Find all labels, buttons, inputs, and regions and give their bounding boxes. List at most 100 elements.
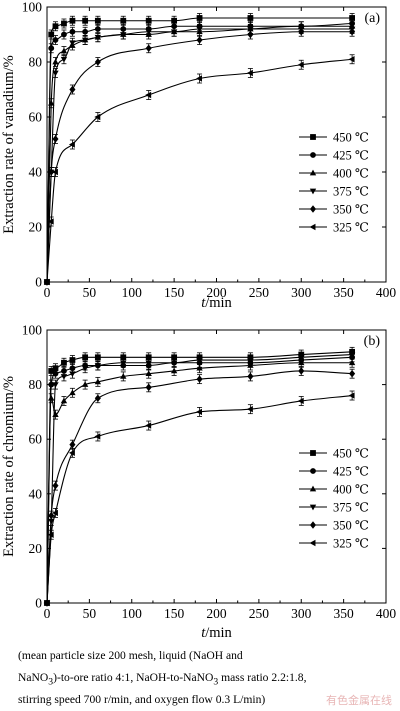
data-point (94, 378, 102, 385)
data-point (52, 70, 59, 77)
data-point (196, 364, 203, 371)
legend-marker (310, 450, 316, 456)
data-point (120, 360, 127, 367)
x-tick-label: 100 (122, 285, 143, 300)
y-tick-label: 40 (29, 486, 43, 501)
data-point (69, 85, 76, 94)
x-axis-title-unit: /min (205, 625, 232, 641)
x-tick-label: 350 (334, 285, 355, 300)
x-tick-label: 400 (376, 285, 397, 300)
caption-line-2: NaNO3)-to-ore ratio 4:1, NaOH-to-NaNO3 m… (18, 667, 392, 693)
data-point (68, 141, 75, 148)
data-point (43, 278, 50, 286)
legend-label: 375 ℃ (333, 501, 369, 515)
data-point (246, 69, 253, 77)
legend-label: 325 ℃ (333, 537, 369, 551)
data-point (48, 368, 55, 374)
x-tick-label: 100 (122, 606, 143, 621)
x-axis-title: t/min (201, 295, 232, 311)
legend-label: 425 ℃ (333, 465, 369, 479)
data-point (120, 354, 127, 361)
data-point (247, 357, 254, 364)
data-point (60, 374, 68, 380)
data-point (171, 354, 178, 361)
data-point (247, 26, 254, 33)
data-point (61, 31, 67, 38)
legend-marker (309, 485, 317, 492)
x-tick-label: 250 (249, 606, 270, 621)
series-line (46, 356, 353, 604)
y-tick-label: 0 (35, 596, 42, 611)
y-tick-label: 60 (29, 110, 43, 125)
y-tick-label: 40 (29, 165, 43, 180)
series-line (46, 394, 353, 604)
data-point (145, 91, 152, 99)
data-point (196, 15, 203, 21)
data-point (94, 363, 102, 369)
data-point (48, 394, 55, 401)
data-point (298, 27, 305, 36)
data-point (69, 440, 76, 449)
data-point (81, 365, 89, 372)
x-tick-label: 350 (334, 606, 355, 621)
legend-marker (309, 169, 317, 176)
legend-marker (310, 134, 316, 140)
x-tick-label: 150 (164, 606, 185, 621)
data-point (170, 360, 178, 367)
data-point (348, 56, 355, 63)
x-axis-title-italic: t (201, 295, 206, 311)
data-point (120, 373, 127, 379)
legend-marker (309, 539, 316, 547)
caption-subscript: 3 (213, 676, 219, 688)
data-point (349, 369, 356, 378)
data-point (120, 32, 127, 38)
data-point (68, 449, 75, 457)
data-point (145, 383, 152, 392)
legend-label: 400 ℃ (333, 167, 369, 181)
plot-frame (46, 6, 387, 283)
chart-panel-b: 0 50 100 150 200 250 300 350 400 0 20 40 60 80 100 Extr… (1, 323, 396, 642)
chart-panel-a: 0 50 100 150 200 250 300 350 400 0 20 40 60 80 100 Extr… (1, 0, 396, 311)
y-tick-label: 20 (29, 220, 43, 235)
legend-label: 450 ℃ (333, 447, 369, 461)
x-tick-label: 50 (83, 606, 97, 621)
legend-marker (309, 521, 317, 529)
data-point (52, 135, 59, 143)
y-tick-label: 100 (22, 0, 43, 15)
data-point (82, 354, 89, 361)
x-tick-label: 400 (376, 606, 397, 621)
data-point (94, 113, 101, 121)
data-point (196, 357, 203, 364)
caption-line-1: (mean particle size 200 mesh, liquid (Na… (18, 649, 243, 662)
legend-marker (310, 468, 316, 474)
data-point (43, 599, 50, 607)
data-point (247, 362, 254, 368)
legend-label: 350 ℃ (333, 203, 369, 217)
data-point (120, 26, 127, 32)
x-tick-label: 150 (164, 285, 185, 300)
y-tick-label: 20 (29, 541, 43, 556)
series-line (46, 351, 353, 604)
data-point (48, 168, 55, 176)
y-axis-title: Extraction rate of vanadium/% (1, 55, 17, 233)
data-point (196, 36, 203, 44)
data-point (61, 368, 67, 374)
legend-marker (309, 188, 317, 195)
x-axis-title-italic: t (201, 625, 206, 641)
y-axis-title: Extraction rate of chromium/% (1, 376, 17, 557)
data-point (120, 17, 127, 24)
legend-label: 400 ℃ (333, 483, 369, 497)
caption-part: NaNO (18, 671, 49, 684)
data-point (52, 370, 59, 377)
data-point (47, 531, 54, 538)
watermark-text: 有色金属在线 (326, 694, 392, 707)
data-point (52, 37, 59, 43)
x-tick-label: 250 (249, 285, 270, 300)
x-tick-label: 300 (291, 606, 312, 621)
data-point (81, 37, 89, 44)
legend-label: 425 ℃ (333, 149, 369, 163)
data-point (81, 381, 89, 387)
data-point (69, 28, 76, 35)
data-point (60, 56, 68, 63)
x-tick-label: 50 (83, 285, 97, 300)
